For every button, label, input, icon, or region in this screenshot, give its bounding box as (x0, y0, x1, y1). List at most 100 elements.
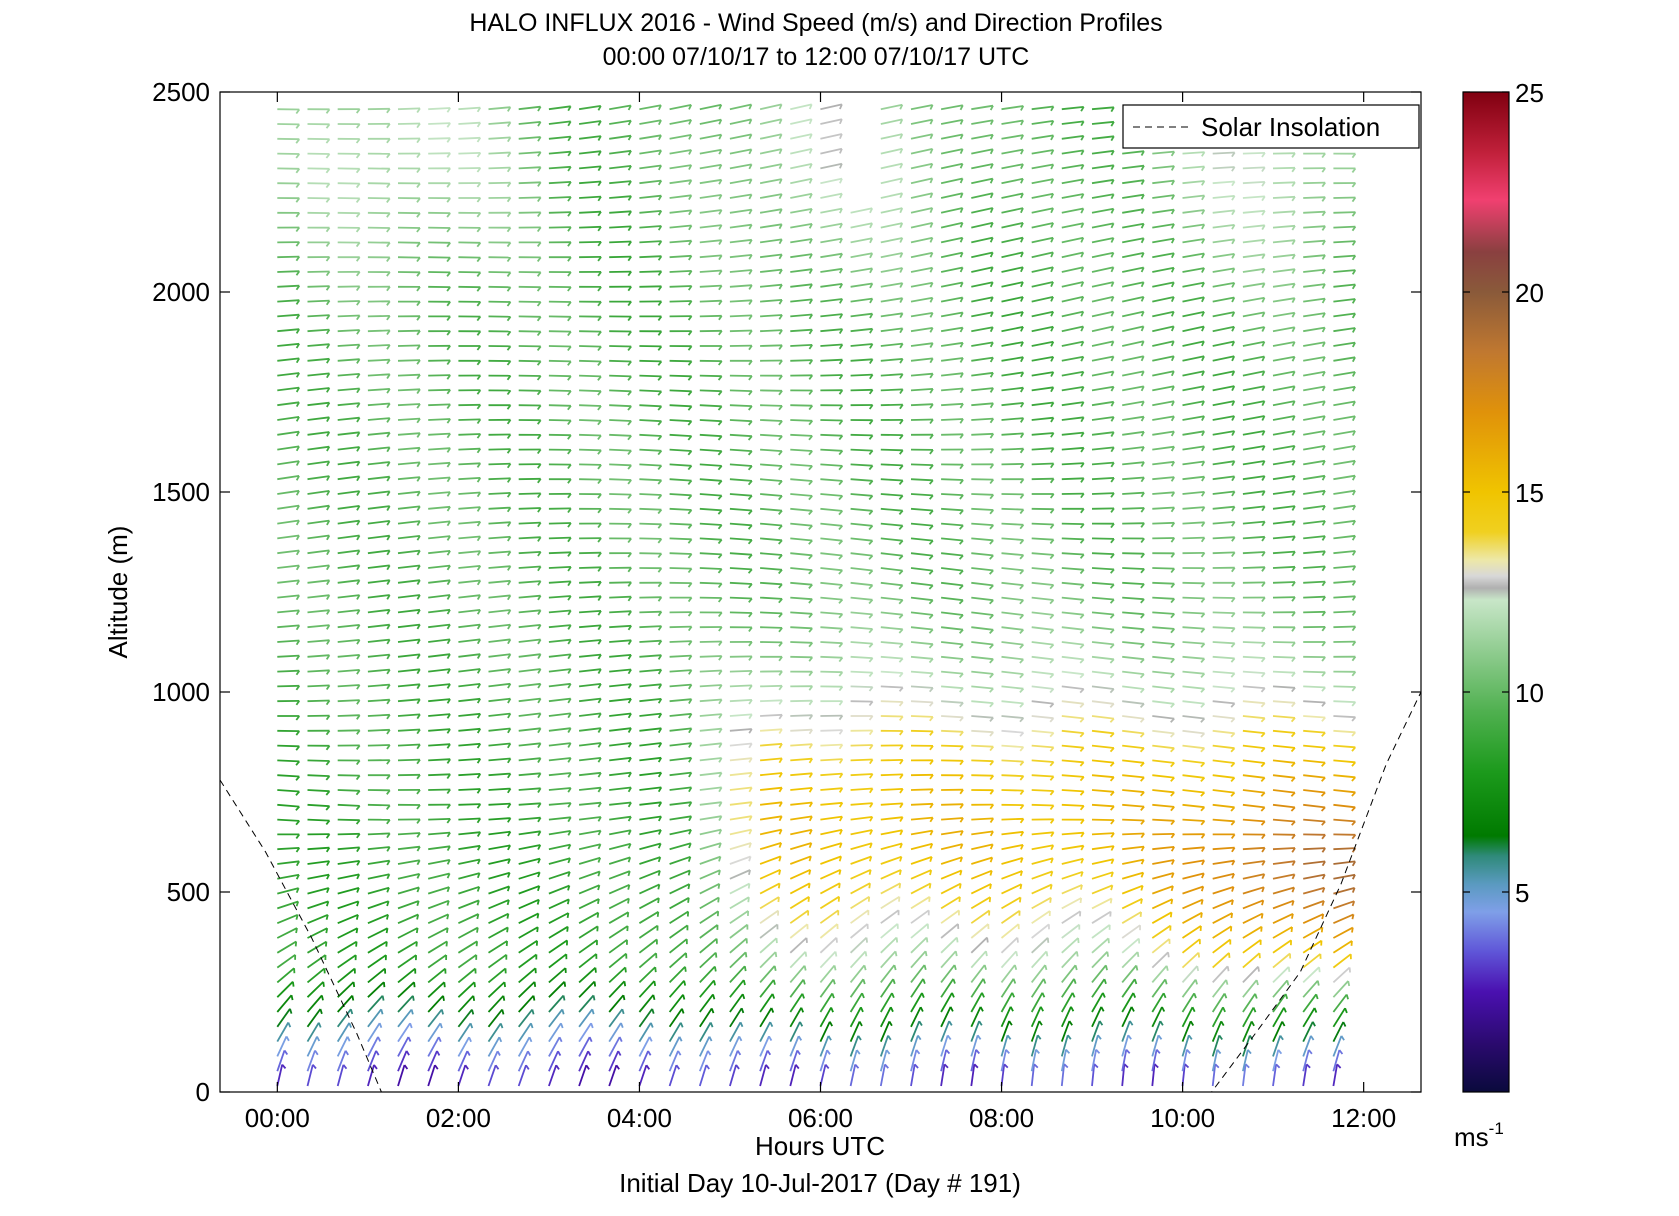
wind-barb-tick (1201, 166, 1206, 172)
wind-barb-shaft (1122, 415, 1145, 421)
wind-barb-tick (472, 995, 476, 1001)
wind-barb-tick (356, 505, 361, 511)
wind-barb-tick (537, 181, 542, 187)
wind-barb-shaft (1091, 1006, 1103, 1028)
wind-barb-tick (355, 819, 361, 825)
wind-barb-shaft (941, 729, 964, 733)
wind-barb-tick (808, 883, 811, 889)
wind-barb-tick (325, 329, 331, 335)
wind-barb-shaft (1272, 581, 1296, 584)
wind-barb-shaft (1091, 567, 1115, 571)
wind-barb-tick (839, 223, 843, 229)
wind-barb-shaft (1061, 552, 1084, 556)
wind-barb-shaft (789, 1064, 797, 1087)
wind-barb-shaft (1182, 885, 1204, 895)
wind-barb-tick (1110, 858, 1115, 865)
wind-barb-tick (778, 208, 783, 215)
wind-barb-tick (929, 237, 934, 243)
wind-barb-tick (824, 1064, 830, 1069)
wind-barb-tick (808, 584, 813, 589)
wind-barb-tick (989, 281, 994, 288)
wind-barb-tick (688, 164, 693, 170)
wind-barb-tick (567, 434, 572, 440)
wind-barb-tick (958, 554, 964, 560)
wind-barb-shaft (699, 771, 722, 777)
wind-barb-tick (1352, 342, 1356, 348)
wind-barb-shaft (307, 564, 330, 569)
wind-barb-tick (386, 344, 391, 350)
wind-barb-tick (627, 816, 632, 822)
wind-barb-tick (355, 928, 359, 934)
wind-barb-shaft (518, 609, 541, 614)
wind-barb-shaft (1001, 641, 1024, 646)
wind-barb-tick (1291, 687, 1296, 693)
wind-barb-tick (528, 1036, 533, 1043)
wind-barb-tick (657, 330, 663, 336)
wind-barb-tick (808, 435, 813, 441)
wind-barb-shaft (608, 994, 625, 1013)
wind-barb-tick (868, 856, 873, 862)
wind-barb-tick (1200, 628, 1206, 633)
wind-barb-shaft (1091, 655, 1115, 661)
wind-barb-shaft (790, 103, 812, 111)
wind-barb-shaft (729, 163, 752, 170)
wind-barb-tick (567, 871, 571, 877)
wind-barb-tick (688, 270, 693, 276)
wind-barb-shaft (971, 341, 994, 347)
wind-barb-tick (688, 134, 693, 140)
wind-barb-tick (1230, 672, 1236, 678)
wind-barb-tick (386, 684, 391, 690)
wind-barb-tick (808, 480, 813, 486)
wind-barb-shaft (880, 992, 893, 1013)
wind-barb-tick (476, 831, 482, 837)
wind-barb-tick (567, 256, 572, 262)
wind-barb-shaft (1152, 491, 1175, 495)
wind-barb-tick (506, 301, 512, 307)
wind-barb-shaft (428, 418, 451, 421)
wind-barb-tick (1321, 611, 1326, 617)
wind-barb-tick (959, 883, 962, 889)
wind-barb-tick (597, 211, 602, 217)
wind-barb-tick (325, 241, 331, 247)
wind-barb-tick (507, 698, 512, 704)
wind-barb-tick (476, 182, 482, 188)
wind-barb-tick (1352, 356, 1356, 363)
wind-barb-tick (989, 673, 994, 679)
wind-barb-shaft (1031, 522, 1054, 526)
wind-barb-shaft (699, 463, 722, 467)
wind-barb-shaft (820, 283, 843, 288)
wind-barb-shaft (1333, 803, 1356, 809)
wind-barb-tick (1231, 506, 1236, 512)
wind-barb-tick (717, 539, 723, 545)
wind-barb-tick (325, 314, 331, 320)
wind-barb-shaft (1242, 224, 1265, 229)
wind-barb-shaft (910, 342, 933, 347)
wind-barb-shaft (699, 178, 722, 185)
wind-barb-shaft (790, 163, 812, 170)
wind-barb-tick (834, 951, 838, 957)
wind-barb-shaft (910, 281, 933, 288)
wind-barb-shaft (970, 964, 986, 983)
wind-barb-shaft (1333, 504, 1356, 510)
wind-barb-shaft (397, 476, 420, 481)
wind-barb-tick (657, 255, 663, 261)
wind-barb-tick (386, 564, 391, 571)
wind-barb-tick (1336, 1063, 1342, 1069)
wind-barb-tick (1050, 341, 1055, 347)
wind-barb-shaft (427, 927, 449, 939)
wind-barb-tick (1261, 297, 1266, 303)
wind-barb-shaft (1091, 461, 1114, 466)
wind-barb-tick (1291, 900, 1295, 906)
wind-barb-tick (536, 448, 542, 455)
wind-barb-shaft (579, 374, 602, 378)
wind-barb-tick (808, 815, 813, 822)
wind-barb-tick (1170, 267, 1175, 273)
wind-barb-shaft (1152, 581, 1175, 585)
wind-barb-shaft (306, 1022, 320, 1043)
wind-barb-tick (687, 330, 693, 336)
wind-barb-tick (718, 669, 723, 676)
wind-barb-tick (838, 842, 843, 849)
wind-barb-shaft (1272, 311, 1295, 318)
wind-barb-shaft (1182, 180, 1205, 185)
wind-barb-tick (386, 197, 391, 203)
